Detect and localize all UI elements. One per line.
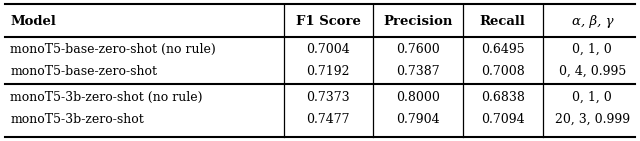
Text: α, β, γ: α, β, γ	[572, 15, 613, 28]
Text: 0.7387: 0.7387	[396, 65, 440, 78]
Text: 0.7008: 0.7008	[481, 65, 525, 78]
Text: 0.7373: 0.7373	[307, 91, 350, 104]
Text: monoT5-3b-zero-shot: monoT5-3b-zero-shot	[10, 113, 144, 126]
Text: 0.6495: 0.6495	[481, 43, 525, 56]
Text: Precision: Precision	[383, 15, 452, 28]
Text: monoT5-base-zero-shot (no rule): monoT5-base-zero-shot (no rule)	[10, 43, 216, 56]
Text: 0, 4, 0.995: 0, 4, 0.995	[559, 65, 626, 78]
Text: 0.7477: 0.7477	[307, 113, 350, 126]
Text: 0.7192: 0.7192	[307, 65, 350, 78]
Text: 0, 1, 0: 0, 1, 0	[572, 91, 612, 104]
Text: 20, 3, 0.999: 20, 3, 0.999	[555, 113, 630, 126]
Text: 0, 1, 0: 0, 1, 0	[572, 43, 612, 56]
Text: monoT5-3b-zero-shot (no rule): monoT5-3b-zero-shot (no rule)	[10, 91, 203, 104]
Text: 0.7094: 0.7094	[481, 113, 525, 126]
Text: F1 Score: F1 Score	[296, 15, 361, 28]
Text: Model: Model	[10, 15, 56, 28]
Text: Recall: Recall	[480, 15, 525, 28]
Text: 0.6838: 0.6838	[481, 91, 525, 104]
Text: 0.7600: 0.7600	[396, 43, 440, 56]
Text: 0.7004: 0.7004	[307, 43, 350, 56]
Text: 0.8000: 0.8000	[396, 91, 440, 104]
Text: monoT5-base-zero-shot: monoT5-base-zero-shot	[10, 65, 157, 78]
Text: 0.7904: 0.7904	[396, 113, 440, 126]
